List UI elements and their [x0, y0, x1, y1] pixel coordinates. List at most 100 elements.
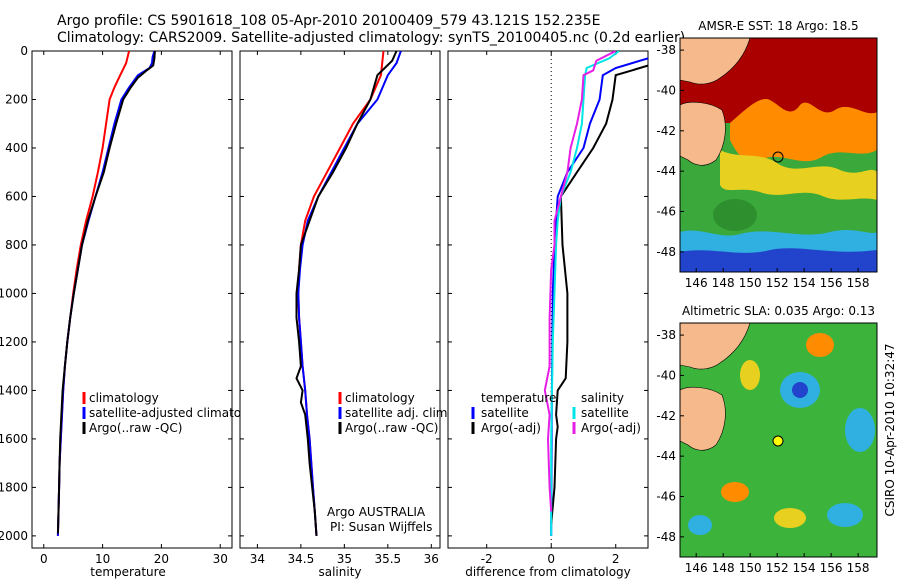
- sst-eddy: [713, 199, 757, 231]
- series-line-argo-raw-qc: [56, 51, 156, 534]
- legend-label-sal-satellite: satellite: [581, 406, 629, 420]
- argo-float-marker: [772, 151, 784, 163]
- y-tick-label: 1800: [0, 480, 28, 494]
- temperature-panel: 0 200 400 600 800 1000 1200 1400 1600 1800 2000 0 1…: [0, 44, 267, 579]
- lon-tick-label: 148: [712, 276, 735, 290]
- lat-tick-label: -46: [656, 204, 676, 218]
- y-tick-label: 200: [5, 92, 28, 106]
- sst-map-x-ticks: 146 148 150 152 154 156 158: [685, 268, 870, 290]
- lon-tick-label: 152: [766, 276, 789, 290]
- salinity-axes-frame: [239, 50, 441, 549]
- y-tick-label: 1000: [0, 286, 28, 300]
- salinity-series: [295, 51, 402, 536]
- legend-label-climatology: climatology: [89, 391, 159, 405]
- argo-program-note: Argo AUSTRALIA: [327, 505, 426, 519]
- salinity-legend: climatology satellite adj. clim. Argo(..…: [338, 391, 451, 435]
- series-line-salinity-argo-adj: [543, 51, 617, 512]
- temperature-legend: climatology satellite-adjusted climatolo…: [82, 391, 267, 435]
- lon-tick-label: 154: [793, 276, 816, 290]
- legend-label-argo: Argo(..raw -QC): [345, 421, 438, 435]
- y-tick-label: 1400: [0, 383, 28, 397]
- difference-legend: temperature satellite Argo(-adj) salinit…: [471, 391, 641, 435]
- x-tick-label: 0: [547, 552, 555, 566]
- sst-map-title: AMSR-E SST: 18 Argo: 18.5: [698, 19, 859, 33]
- x-tick-label: 36: [424, 552, 439, 566]
- sla-map-panel: -38 -40 -42 -44 -46 -48 146 148 150 152 154 156 158: [656, 322, 878, 575]
- lon-tick-label: 152: [766, 561, 789, 575]
- sla-map-x-ticks: 146 148 150 152 154 156 158: [685, 553, 870, 575]
- legend-label-temp-argo: Argo(-adj): [481, 421, 541, 435]
- sst-map-field: [680, 38, 877, 272]
- pi-note: PI: Susan Wijffels: [330, 520, 432, 534]
- sla-map-y-ticks: -38 -40 -42 -44 -46 -48: [656, 328, 684, 544]
- salinity-x-ticks: 34 34.5 35 35.5 36: [250, 51, 439, 566]
- sst-cold-band: [680, 248, 877, 272]
- lon-tick-label: 146: [685, 561, 708, 575]
- salinity-y-ticks: [240, 50, 440, 537]
- x-tick-label: -2: [481, 552, 493, 566]
- argo-float-marker: [772, 435, 784, 447]
- series-line-satellite-adj-clim: [297, 51, 402, 536]
- x-tick-label: 35: [337, 552, 352, 566]
- lon-tick-label: 148: [712, 561, 735, 575]
- y-tick-label: 0: [20, 44, 28, 58]
- sla-map-title: Altimetric SLA: 0.035 Argo: 0.13: [681, 304, 876, 318]
- y-tick-label: 400: [5, 141, 28, 155]
- x-tick-label: 30: [213, 552, 228, 566]
- sla-low-anomaly: [827, 503, 863, 527]
- lon-tick-label: 154: [793, 561, 816, 575]
- lat-tick-label: -48: [656, 530, 676, 544]
- lon-tick-label: 156: [820, 561, 843, 575]
- figure-title-line-1: Argo profile: CS 5901618_108 05-Apr-2010…: [57, 13, 601, 29]
- y-tick-label: 800: [5, 238, 28, 252]
- tasmania-shape: [680, 101, 726, 166]
- series-line-argo-raw-qc: [295, 51, 398, 536]
- x-tick-label: 34: [250, 552, 265, 566]
- sst-map-panel: -38 -40 -42 -44 -46 -48 146 148 150 152 154 156 158: [656, 37, 878, 290]
- lat-tick-label: -44: [656, 449, 676, 463]
- lat-tick-label: -40: [656, 83, 676, 97]
- sst-orange-band: [730, 99, 877, 162]
- lon-tick-label: 150: [739, 276, 762, 290]
- x-tick-label: 20: [154, 552, 169, 566]
- lon-tick-label: 150: [739, 561, 762, 575]
- difference-axes-frame: [447, 50, 649, 549]
- lon-tick-label: 158: [847, 276, 870, 290]
- figure-title-line-2: Climatology: CARS2009. Satellite-adjuste…: [57, 30, 686, 46]
- legend-label-argo: Argo(..raw -QC): [89, 421, 182, 435]
- sla-high-anomaly: [806, 333, 834, 357]
- series-line-temperature-argo-adj: [550, 64, 648, 524]
- lon-tick-label: 156: [820, 276, 843, 290]
- y-tick-label: 600: [5, 189, 28, 203]
- lon-tick-label: 146: [685, 276, 708, 290]
- x-tick-label: 10: [95, 552, 110, 566]
- legend-title-temperature: temperature: [481, 391, 556, 405]
- legend-label-satellite: satellite adj. clim.: [345, 406, 451, 420]
- lat-tick-label: -48: [656, 245, 676, 259]
- credit-text: CSIRO 10-Apr-2010 10:32:47: [883, 343, 897, 517]
- y-tick-label: 1600: [0, 432, 28, 446]
- sla-map-frame: [679, 322, 878, 558]
- sst-map-frame: [679, 37, 878, 273]
- australia-mainland-shape: [680, 38, 751, 85]
- y-tick-label: 2000: [0, 529, 28, 543]
- temperature-series: [56, 51, 156, 536]
- sla-high-anomaly: [740, 360, 760, 390]
- sla-low-anomaly: [688, 515, 712, 535]
- difference-panel: -2 0 2 difference from climatology tempera…: [447, 50, 649, 579]
- sla-map-field: [680, 323, 877, 557]
- lat-tick-label: -46: [656, 489, 676, 503]
- x-tick-label: 35.5: [374, 552, 401, 566]
- legend-label-temp-satellite: satellite: [481, 406, 529, 420]
- legend-label-satellite: satellite-adjusted climatology: [89, 406, 267, 420]
- temperature-x-ticks: 0 10 20 30: [40, 51, 228, 566]
- lat-tick-label: -38: [656, 328, 676, 342]
- y-tick-label: 1200: [0, 335, 28, 349]
- salinity-x-label: salinity: [318, 565, 361, 579]
- sst-yellow-band: [720, 150, 877, 200]
- temperature-axes-frame: [31, 50, 233, 549]
- lat-tick-label: -38: [656, 43, 676, 57]
- temperature-x-label: temperature: [90, 565, 165, 579]
- lat-tick-label: -42: [656, 124, 676, 138]
